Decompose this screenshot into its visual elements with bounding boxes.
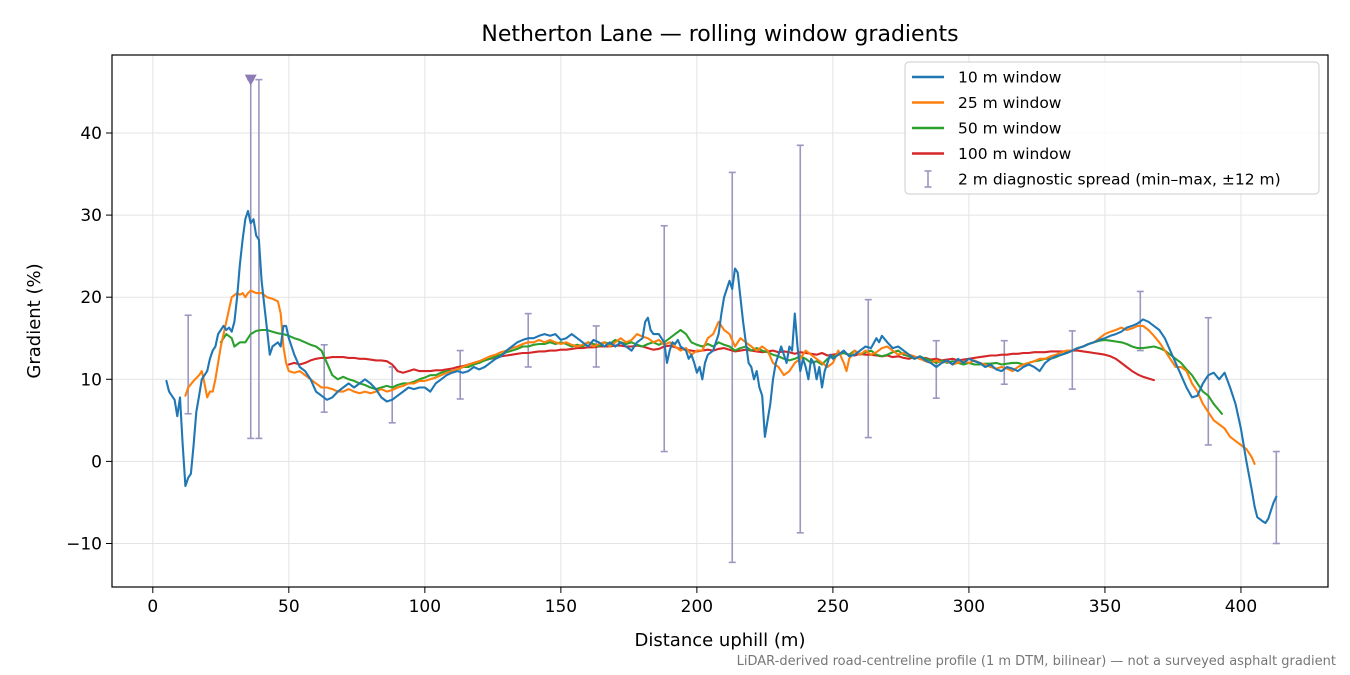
errorbar — [796, 144, 804, 534]
errorbar — [1204, 316, 1212, 446]
x-axis-label: Distance uphill (m) — [635, 630, 806, 651]
errorbar — [255, 78, 263, 440]
clip-marker — [244, 74, 257, 86]
y-tick-label: 30 — [80, 206, 102, 226]
errorbar — [1000, 339, 1008, 386]
legend-label: 10 m window — [958, 69, 1062, 87]
chart-title: Netherton Lane — rolling window gradient… — [481, 22, 958, 47]
x-tick-label: 350 — [1089, 597, 1121, 617]
x-tick-label: 150 — [545, 597, 577, 617]
series-line — [287, 344, 1155, 382]
errorbar — [1068, 330, 1076, 390]
legend-label: 100 m window — [958, 145, 1072, 163]
x-tick-label: 400 — [1225, 597, 1257, 617]
y-tick-label: 10 — [80, 370, 102, 390]
y-tick-label: 40 — [80, 124, 102, 144]
errorbar-series — [184, 78, 1280, 564]
legend-label: 25 m window — [958, 94, 1062, 112]
tick-marks — [106, 132, 1242, 593]
series-line — [165, 209, 1278, 525]
x-tick-label: 250 — [817, 597, 849, 617]
series-layer — [165, 78, 1280, 564]
legend-item: 25 m window — [912, 94, 1062, 112]
legend-item: 100 m window — [912, 145, 1072, 163]
x-tick-label: 100 — [409, 597, 441, 617]
y-tick-labels: −10 0 10 20 30 40 — [66, 124, 102, 554]
plot-frame — [111, 54, 1329, 588]
legend-label: 2 m diagnostic spread (min–max, ±12 m) — [958, 171, 1281, 189]
y-tick-label: −10 — [66, 534, 102, 554]
errorbar — [524, 312, 532, 368]
y-tick-label: 20 — [80, 288, 102, 308]
legend: 10 m window 25 m window 50 m window 100 m w… — [904, 61, 1320, 195]
x-tick-label: 0 — [147, 597, 158, 617]
errorbar — [728, 171, 736, 564]
legend-item: 10 m window — [912, 69, 1062, 87]
legend-item: 2 m diagnostic spread (min–max, ±12 m) — [924, 170, 1281, 189]
errorbar — [456, 349, 464, 400]
legend-item: 50 m window — [912, 120, 1062, 138]
x-tick-label: 50 — [278, 597, 300, 617]
errorbar — [660, 224, 668, 453]
annotation-layer — [244, 74, 257, 86]
legend-box — [904, 61, 1320, 195]
y-tick-label: 0 — [91, 452, 102, 472]
x-tick-labels: 0 50 100 150 200 250 300 350 400 — [147, 597, 1257, 617]
errorbar — [864, 298, 872, 439]
errorbar — [932, 339, 940, 399]
errorbar — [184, 314, 192, 415]
legend-label: 50 m window — [958, 120, 1062, 138]
footnote: LiDAR-derived road-centreline profile (1… — [737, 654, 1336, 669]
x-tick-label: 300 — [953, 597, 985, 617]
x-tick-label: 200 — [681, 597, 713, 617]
y-axis-label: Gradient (%) — [24, 263, 45, 378]
